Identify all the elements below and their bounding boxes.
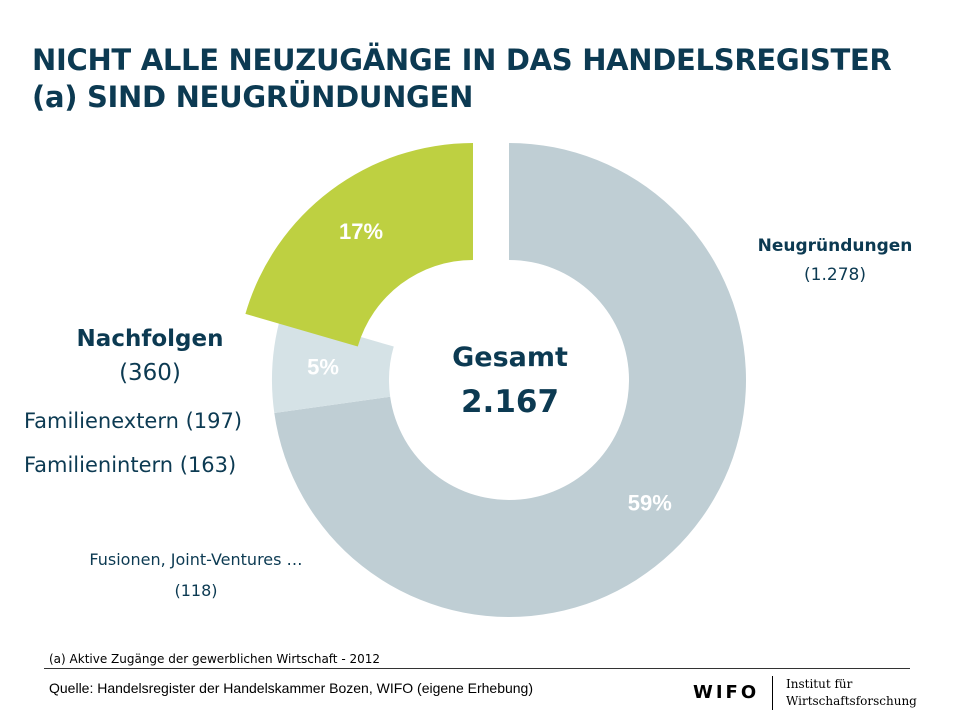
legend-familienintern: Familienintern (163)	[24, 453, 237, 477]
legend-fusionen: Fusionen, Joint-Ventures … (118)	[46, 544, 346, 606]
legend-neugruendungen-name: Neugründungen	[757, 236, 913, 256]
legend-neugruendungen-count: (1.278)	[804, 265, 866, 285]
slice-label-nachfolgen: 17%	[339, 219, 383, 244]
slice-label-neugruendungen: 59%	[628, 490, 672, 515]
legend-nachfolgen-name: Nachfolgen	[76, 326, 224, 352]
legend-neugruendungen: Neugründungen (1.278)	[720, 232, 950, 290]
institute-name-line-1: Institut für	[786, 677, 853, 691]
total-label: Gesamt 2.167	[400, 336, 620, 424]
slice-nachfolgen	[245, 143, 473, 347]
total-value: 2.167	[460, 384, 560, 420]
slice-neugruendungen	[274, 143, 746, 617]
chart-title-line-1: NICHT ALLE NEUZUGÄNGE IN DAS HANDELSREGI…	[32, 43, 892, 77]
chart-title-line-2: (a) SIND NEUGRÜNDUNGEN	[32, 80, 474, 114]
institute-name: Institut für Wirtschaftsforschung	[786, 676, 917, 710]
footnote: (a) Aktive Zugänge der gewerblichen Wirt…	[49, 652, 381, 666]
slice-label-fusionen: 5%	[307, 355, 339, 380]
legend-fusionen-name: Fusionen, Joint-Ventures …	[89, 550, 303, 569]
footer-divider	[44, 668, 910, 669]
chart-title: NICHT ALLE NEUZUGÄNGE IN DAS HANDELSREGI…	[32, 42, 932, 116]
slice-fusionen	[272, 313, 394, 413]
institute-name-line-2: Wirtschaftsforschung	[786, 694, 917, 708]
source-note: Quelle: Handelsregister der Handelskamme…	[49, 680, 534, 696]
legend-nachfolgen: Nachfolgen (360)	[20, 322, 280, 390]
logo-divider	[772, 676, 773, 710]
total-caption: Gesamt	[452, 342, 568, 373]
legend-nachfolgen-count: (360)	[119, 360, 181, 386]
wifo-logo: WIFO	[693, 682, 760, 703]
legend-familienextern: Familienextern (197)	[24, 409, 243, 433]
legend-fusionen-count: (118)	[174, 581, 218, 600]
